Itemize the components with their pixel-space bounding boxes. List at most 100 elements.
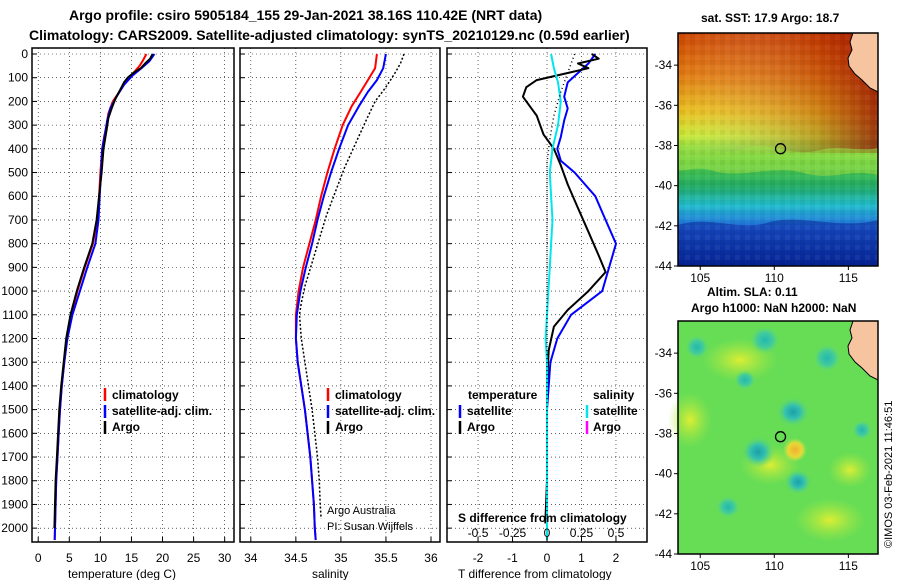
map-y-tick-label: -38 [655, 426, 673, 440]
legend-salinity-heading: salinity [593, 388, 635, 402]
x-tick-label: -1 [507, 551, 518, 565]
depth-tick-label: 1500 [1, 403, 28, 417]
map-x-tick-label: 110 [765, 559, 784, 573]
sla-map-subtitle: Argo h1000: NaN h2000: NaN [691, 301, 856, 315]
sla-high-anomaly [794, 498, 866, 542]
x-tick-label: 1 [578, 551, 585, 565]
map-x-tick-label: 115 [839, 271, 858, 285]
x-tick-label: 34 [244, 551, 258, 565]
temperature-legend: climatology satellite-adj. clim. Argo [103, 388, 212, 434]
x-tick-label: 35.5 [374, 551, 398, 565]
sla-map-title: Altim. SLA: 0.11 [707, 285, 798, 299]
map-y-tick-label: -42 [655, 507, 673, 521]
figure-subtitle: Climatology: CARS2009. Satellite-adjuste… [29, 27, 630, 43]
s-tick-label: 0.25 [570, 526, 594, 540]
sla-profile-marker [774, 431, 787, 443]
x-tick-label: 36 [424, 551, 438, 565]
map-x-tick-label: 110 [765, 271, 784, 285]
map-y-tick-label: -40 [655, 467, 673, 481]
sla-low-anomaly [750, 326, 780, 354]
x-tick-label: 20 [156, 551, 170, 565]
sla-low-anomaly [776, 397, 810, 427]
x-tick-label: 0 [544, 551, 551, 565]
depth-tick-label: 300 [8, 118, 28, 132]
depth-tick-label: 2000 [1, 521, 28, 535]
depth-tick-label: 1600 [1, 426, 28, 440]
map-y-tick-label: -40 [655, 179, 673, 193]
legend-s-satellite: satellite [593, 404, 638, 418]
series-line-argo [298, 53, 405, 519]
depth-tick-label: 400 [8, 142, 28, 156]
depth-tick-label: 500 [8, 166, 28, 180]
argo-credit-line1: Argo Australia [327, 505, 396, 517]
map-y-tick-label: -42 [655, 219, 673, 233]
figure-title: Argo profile: csiro 5905184_155 29-Jan-2… [69, 7, 542, 23]
depth-tick-label: 0 [21, 47, 28, 61]
x-tick-label: 25 [187, 551, 201, 565]
map-x-tick-label: 115 [839, 559, 858, 573]
x-tick-label: 5 [66, 551, 73, 565]
s-tick-label: 0.5 [608, 526, 625, 540]
legend-temperature-heading: temperature [468, 388, 538, 402]
depth-tick-label: 800 [8, 237, 28, 251]
sst-profile-marker [774, 143, 787, 155]
series-line-s-satellite [544, 53, 562, 540]
profile-series [53, 53, 617, 541]
legend-climatology: climatology [335, 388, 402, 402]
sst-map-ticks: 105 110 115 -34 -36 -38 -40 -42 -44 [655, 58, 859, 285]
depth-tick-label: 1400 [1, 379, 28, 393]
salinity-panel-frame [239, 47, 441, 543]
map-y-tick-label: -34 [655, 58, 673, 72]
sla-low-anomaly [852, 420, 872, 440]
t-difference-axis-label: T difference from climatology [458, 567, 612, 580]
map-y-tick-label: -36 [655, 386, 673, 400]
sla-low-anomaly [741, 436, 775, 468]
depth-tick-label: 1300 [1, 355, 28, 369]
sst-map-frame [677, 32, 879, 267]
s-difference-axis-label: S difference from climatology [458, 511, 627, 525]
depth-tick-label: 1200 [1, 331, 28, 345]
legend-argo: Argo [112, 420, 140, 434]
sla-low-anomaly [784, 469, 812, 495]
legend-climatology: climatology [112, 388, 179, 402]
sla-low-anomaly [813, 344, 841, 372]
depth-tick-label: 1900 [1, 497, 28, 511]
map-y-tick-label: -34 [655, 346, 673, 360]
depth-tick-label: 100 [8, 71, 28, 85]
x-tick-label: 2 [613, 551, 620, 565]
sla-low-anomaly [685, 335, 709, 359]
legend-t-argo: Argo [467, 420, 495, 434]
sla-peak-anomaly [783, 438, 807, 462]
salinity-axis-label: salinity [312, 567, 349, 580]
sla-low-anomaly [716, 496, 740, 518]
imos-credit: ©IMOS 03-Feb-2021 11:46:51 [883, 401, 895, 548]
x-tick-label: 34.5 [284, 551, 308, 565]
x-tick-label: -2 [473, 551, 484, 565]
map-y-tick-label: -38 [655, 138, 673, 152]
map-y-tick-label: -44 [655, 547, 673, 561]
series-line-t-argo [521, 53, 607, 524]
sla-map-ticks: 105 110 115 -34 -36 -38 -40 -42 -44 [655, 346, 859, 573]
depth-tick-label: 1700 [1, 450, 28, 464]
sla-low-anomaly [734, 370, 756, 390]
depth-tick-label: 200 [8, 94, 28, 108]
legend-satellite: satellite-adj. clim. [335, 404, 435, 418]
series-line-climatology [294, 53, 378, 541]
depth-axis: 0 100 200 300 400 500 600 700 800 900 1000 1100 1200… [1, 47, 452, 535]
x-tick-labels: 0 5 10 15 20 25 30 34 34.5 35 35.5 36 -2 -1 0 1 2 -0.5 -0.… [35, 526, 625, 565]
legend-argo: Argo [335, 420, 363, 434]
salinity-legend: climatology satellite-adj. clim. Argo [326, 388, 435, 434]
series-line-s-argo [546, 53, 576, 519]
legend-satellite: satellite-adj. clim. [112, 404, 212, 418]
x-tick-label: 0 [35, 551, 42, 565]
x-tick-label: 10 [94, 551, 108, 565]
sla-map [668, 320, 879, 555]
sst-texture [678, 33, 878, 266]
series-line-argo [53, 53, 154, 529]
sst-map [677, 32, 879, 267]
legend-t-satellite: satellite [467, 404, 512, 418]
map-x-tick-label: 105 [690, 271, 710, 285]
legend-s-argo: Argo [593, 420, 621, 434]
sst-map-title: sat. SST: 17.9 Argo: 18.7 [701, 11, 840, 25]
